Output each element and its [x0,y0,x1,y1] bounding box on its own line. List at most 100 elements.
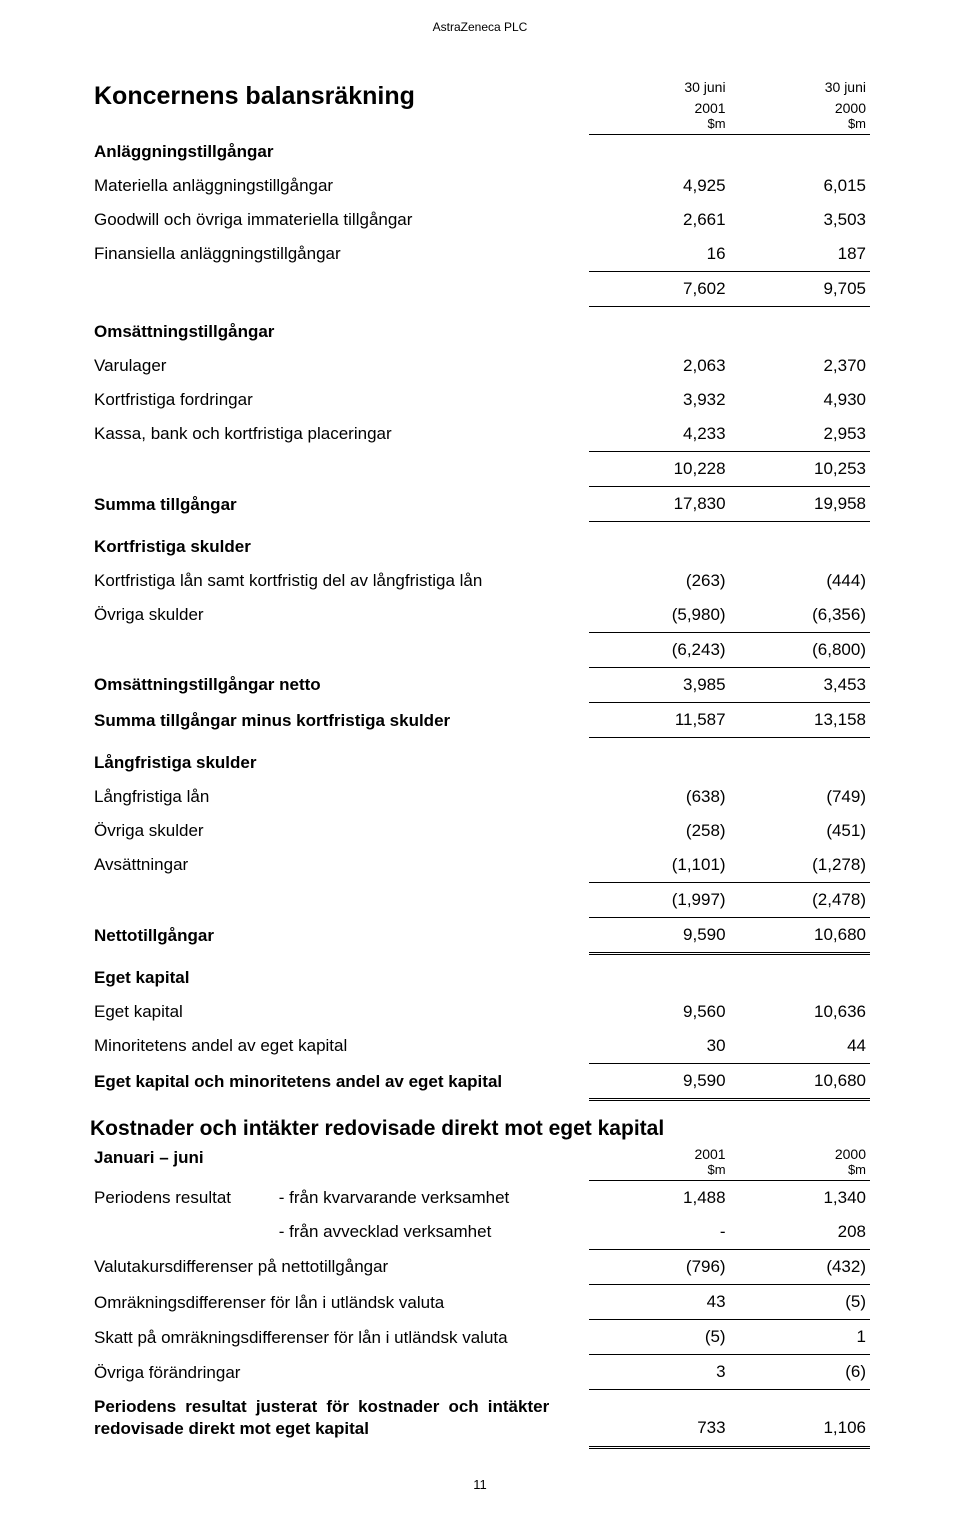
row-val: 19,958 [730,487,870,522]
row-label: Skatt på omräkningsdifferenser för lån i… [90,1320,589,1355]
row-val: 9,590 [589,1064,729,1099]
row-val: 13,158 [730,703,870,738]
pr-sub1: - från kvarvarande verksamhet [279,1188,510,1207]
row-label: Summa tillgångar [90,487,589,522]
equity-movements-table: Januari – juni 2001 2000 $m $m Periodens… [90,1141,870,1446]
row-val: 44 [730,1029,870,1064]
row-label: Avsättningar [90,848,589,883]
company-name: AstraZeneca PLC [90,20,870,34]
row-label: Finansiella anläggningstillgångar [90,237,589,272]
row-val: 43 [589,1285,729,1320]
row-val: (5) [730,1285,870,1320]
pr-label: Periodens resultat [94,1187,274,1209]
page-number: 11 [90,1477,870,1492]
row-val: (258) [589,814,729,848]
row-val: 3,453 [730,667,870,702]
col1-unit: $m [589,1163,729,1181]
row-val: 4,233 [589,417,729,452]
subtotal: (6,243) [589,632,729,667]
row-val: 30 [589,1029,729,1064]
subtotal: (1,997) [589,883,729,918]
row-label: Kortfristiga lån samt kortfristig del av… [90,564,589,598]
ks-header: Kortfristiga skulder [90,522,589,564]
row-val: 4,925 [589,169,729,203]
row-val: 10,636 [730,995,870,1029]
col1-hdr: 2001 [589,1141,729,1162]
row-val: 4,930 [730,383,870,417]
row-label: Eget kapital och minoritetens andel av e… [90,1064,589,1099]
row-label: Valutakursdifferenser på nettotillgångar [90,1249,589,1284]
row-label: Övriga skulder [90,814,589,848]
row-val: (451) [730,814,870,848]
row-val: (1,101) [589,848,729,883]
subtotal: 9,705 [730,271,870,306]
section1-title: Koncernens balansräkning [90,74,589,135]
period-label: Januari – juni [90,1141,589,1180]
row-label: Nettotillgångar [90,918,589,953]
row-val: (263) [589,564,729,598]
col2-hdr-line3: $m [730,117,870,135]
row-val: (638) [589,780,729,814]
col2-hdr: 2000 [730,1141,870,1162]
page: AstraZeneca PLC Koncernens balansräkning… [0,0,960,1522]
row-val: (6,356) [730,598,870,633]
subtotal: 10,228 [589,451,729,486]
pr-sub2: - från avvecklad verksamhet [279,1222,492,1241]
col2-hdr-line1: 30 juni [730,74,870,95]
col1-hdr-line3: $m [589,117,729,135]
row-val: (1,278) [730,848,870,883]
col1-hdr-line1: 30 juni [589,74,729,95]
row-val: (5) [589,1320,729,1355]
subtotal: 7,602 [589,271,729,306]
row-val: (796) [589,1249,729,1284]
row-label: Omräkningsdifferenser för lån i utländsk… [90,1285,589,1320]
row-label: Övriga skulder [90,598,589,633]
row-val: 187 [730,237,870,272]
row-label: Omsättningstillgångar netto [90,667,589,702]
row-val: 10,680 [730,918,870,953]
row-label: Periodens resultat - från kvarvarande ve… [90,1180,589,1215]
subtotal: 10,253 [730,451,870,486]
ek-header: Eget kapital [90,953,589,995]
row-label: Materiella anläggningstillgångar [90,169,589,203]
subtotal: (2,478) [730,883,870,918]
oms-header: Omsättningstillgångar [90,307,589,349]
row-label: Varulager [90,349,589,383]
row-label: Eget kapital [90,995,589,1029]
row-val: 3,985 [589,667,729,702]
row-val: 733 [589,1390,729,1446]
row-label: Periodens resultat justerat för kostnade… [90,1390,589,1446]
row-val: 208 [730,1215,870,1250]
row-val: 3,932 [589,383,729,417]
row-label: Summa tillgångar minus kortfristiga skul… [90,703,589,738]
ls-header: Långfristiga skulder [90,738,589,780]
row-val: 1 [730,1320,870,1355]
row-label: - från avvecklad verksamhet [90,1215,589,1250]
row-val: (6) [730,1355,870,1390]
row-val: 9,590 [589,918,729,953]
row-val: (444) [730,564,870,598]
row-val: 2,661 [589,203,729,237]
col2-hdr-line2: 2000 [730,95,870,116]
col1-hdr-line2: 2001 [589,95,729,116]
row-label: Goodwill och övriga immateriella tillgån… [90,203,589,237]
row-val: 1,488 [589,1180,729,1215]
row-val: 1,106 [730,1390,870,1446]
anl-header: Anläggningstillgångar [90,135,589,169]
row-label: Kortfristiga fordringar [90,383,589,417]
row-val: 6,015 [730,169,870,203]
row-val: (749) [730,780,870,814]
section2-title: Kostnader och intäkter redovisade direkt… [90,1117,870,1141]
row-label: Långfristiga lån [90,780,589,814]
row-label: Minoritetens andel av eget kapital [90,1029,589,1064]
row-val: 11,587 [589,703,729,738]
row-val: 10,680 [730,1064,870,1099]
subtotal: (6,800) [730,632,870,667]
row-val: 2,063 [589,349,729,383]
row-val: (5,980) [589,598,729,633]
row-val: 9,560 [589,995,729,1029]
balance-sheet-table: Koncernens balansräkning 30 juni 30 juni… [90,74,870,1099]
row-val: 3,503 [730,203,870,237]
row-label: Kassa, bank och kortfristiga placeringar [90,417,589,452]
row-val: 16 [589,237,729,272]
